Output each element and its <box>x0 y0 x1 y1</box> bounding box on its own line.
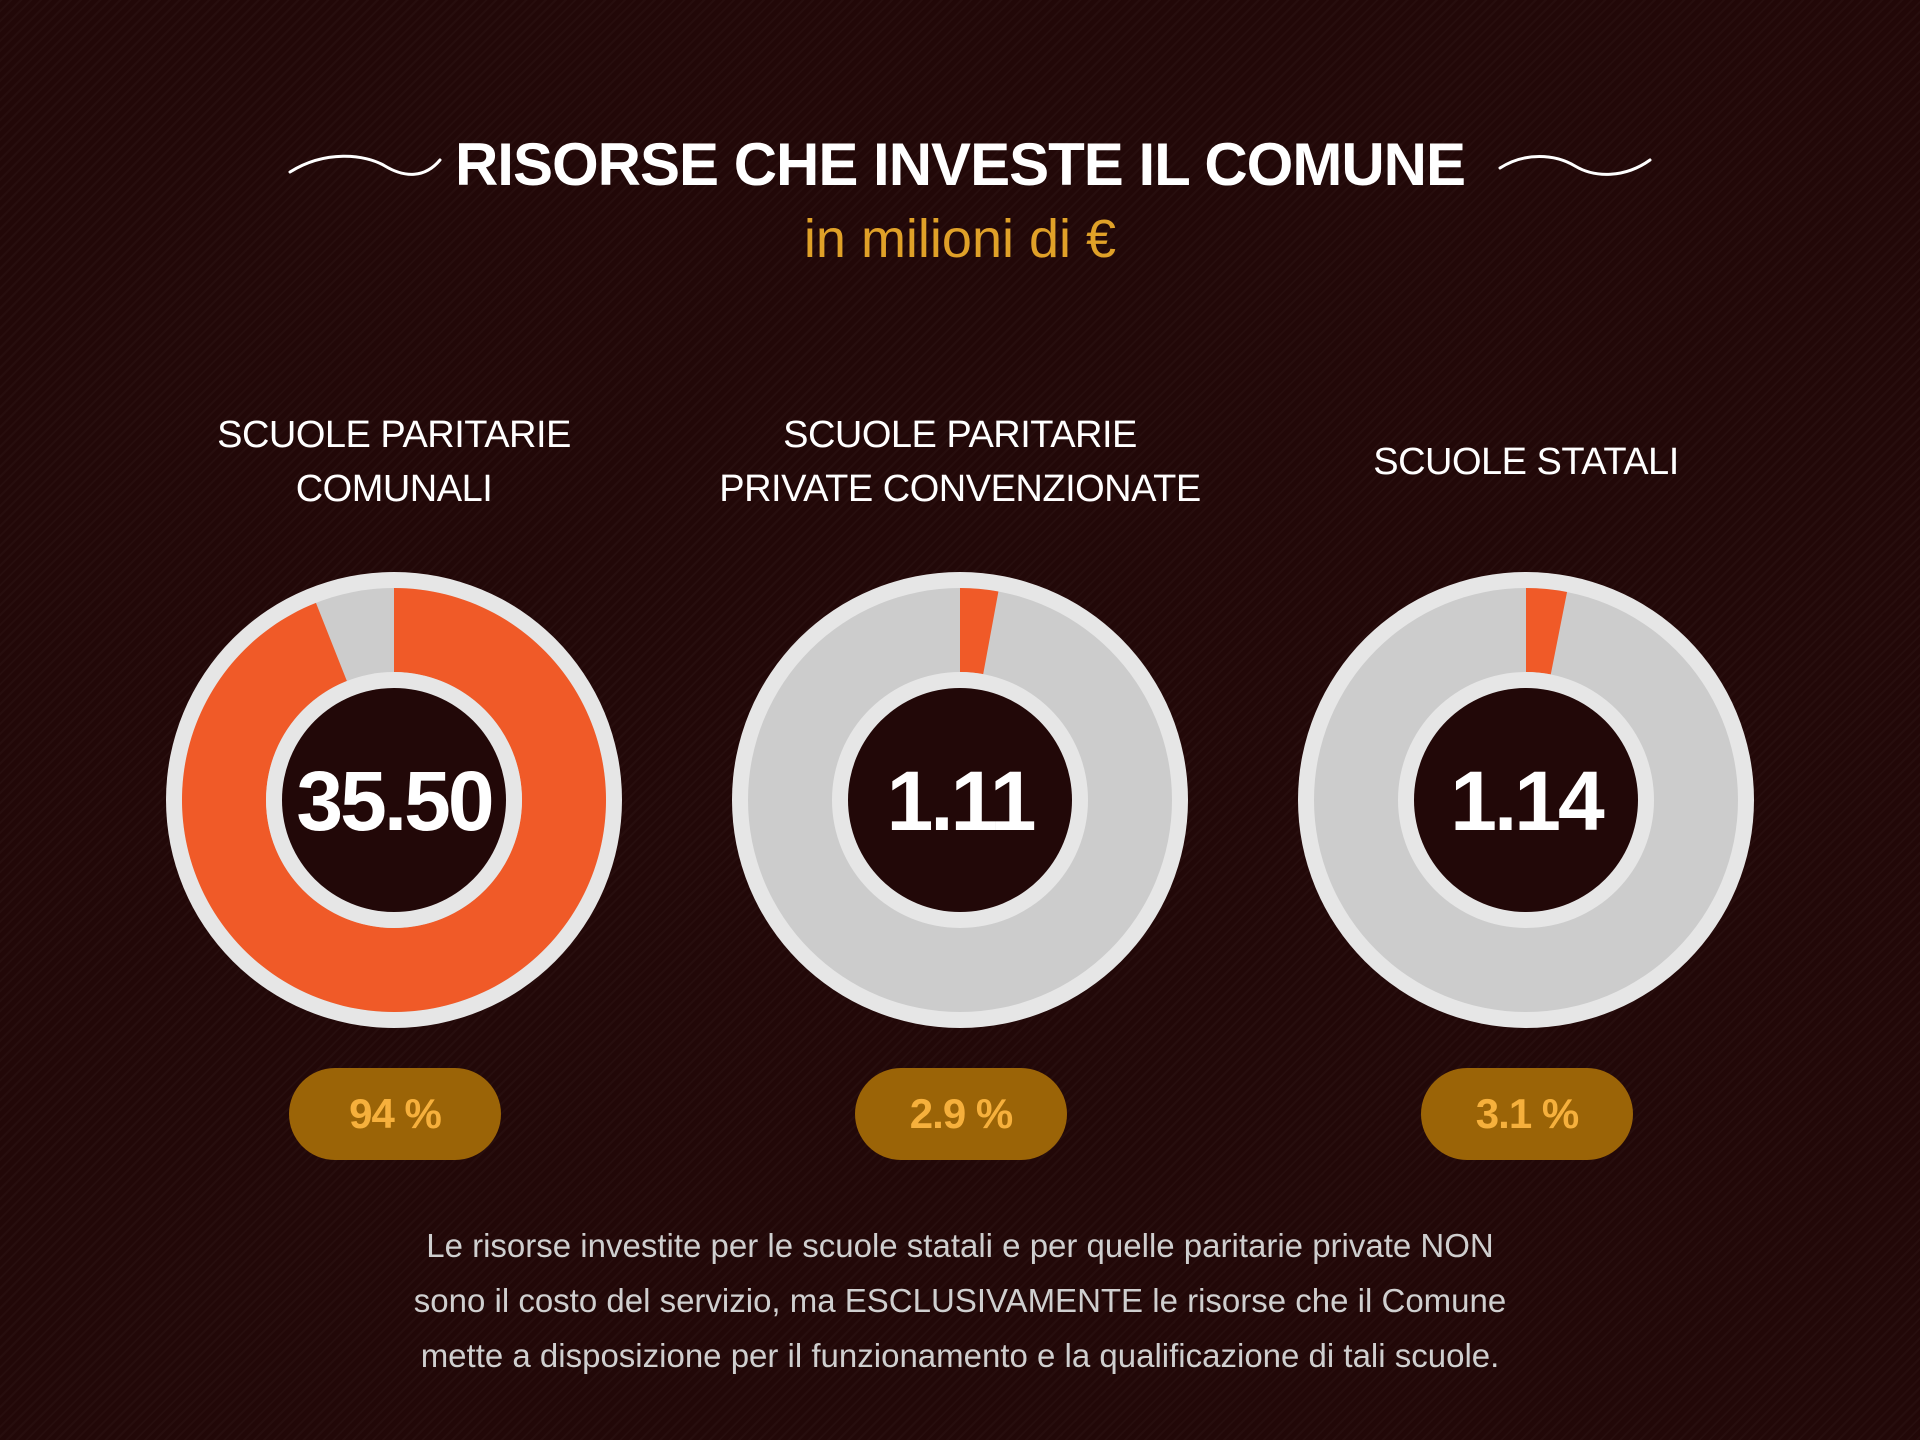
footnote-line: mette a disposizione per il funzionament… <box>420 1337 1500 1374</box>
chart-label-line: COMUNALI <box>295 468 493 510</box>
donut-center-value: 1.14 <box>1450 754 1605 848</box>
page-title: RISORSE CHE INVESTE IL COMUNE <box>454 131 1466 198</box>
chart-label-line: SCUOLE PARITARIE <box>217 414 571 456</box>
donut-center-value: 1.11 <box>887 754 1035 848</box>
chart-scuole-paritarie-private: SCUOLE PARITARIE PRIVATE CONVENZIONATE 1… <box>700 400 1220 1180</box>
chart-label: SCUOLE PARITARIE PRIVATE CONVENZIONATE <box>700 408 1220 516</box>
donut-center-value: 35.50 <box>296 754 491 848</box>
chart-label-line: SCUOLE STATALI <box>1373 441 1679 483</box>
left-swoosh-ornament <box>288 154 442 176</box>
donut-hole <box>848 688 1072 912</box>
donut-slice <box>182 588 606 1012</box>
footnote-line: sono il costo del servizio, ma ESCLUSIVA… <box>413 1282 1507 1319</box>
chart-label: SCUOLE PARITARIE COMUNALI <box>134 408 654 516</box>
donut-slice <box>960 588 999 675</box>
footnote: Le risorse investite per le scuole stata… <box>360 1218 1560 1383</box>
chart-scuole-paritarie-comunali: SCUOLE PARITARIE COMUNALI 35.50 94 % <box>134 400 654 1180</box>
page-subtitle: in milioni di € <box>803 209 1117 269</box>
donut-slice <box>1526 588 1568 675</box>
donut-chart: 1.14 <box>1298 572 1754 1028</box>
chart-label: SCUOLE STATALI <box>1266 435 1786 489</box>
right-swoosh-ornament <box>1498 155 1652 176</box>
donut-hole <box>282 688 506 912</box>
share-badge: 94 % <box>289 1068 501 1160</box>
donut-chart: 1.11 <box>732 572 1188 1028</box>
footnote-line: Le risorse investite per le scuole stata… <box>426 1227 1494 1264</box>
donut-chart: 35.50 <box>166 572 622 1028</box>
donut-hole <box>1414 688 1638 912</box>
share-badge: 2.9 % <box>855 1068 1067 1160</box>
chart-label-line: PRIVATE CONVENZIONATE <box>719 468 1201 510</box>
share-badge: 3.1 % <box>1421 1068 1633 1160</box>
chart-scuole-statali: SCUOLE STATALI 1.14 3.1 % <box>1266 400 1786 1180</box>
header: RISORSE CHE INVESTE IL COMUNE in milioni… <box>0 120 1920 300</box>
chart-label-line: SCUOLE PARITARIE <box>783 414 1137 456</box>
